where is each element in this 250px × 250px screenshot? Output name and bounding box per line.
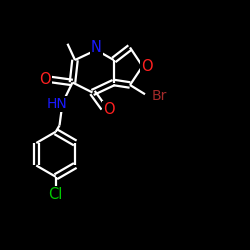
Text: HN: HN (46, 97, 68, 111)
Text: Br: Br (151, 89, 166, 103)
Text: Cl: Cl (48, 187, 63, 202)
Text: O: O (39, 72, 51, 87)
Text: O: O (103, 102, 115, 118)
Text: O: O (141, 59, 153, 74)
Text: N: N (91, 40, 102, 56)
